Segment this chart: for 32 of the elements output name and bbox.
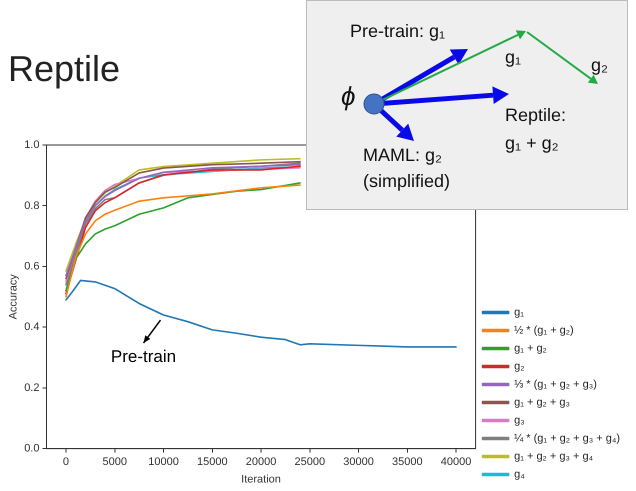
y-axis-title: Accuracy — [8, 274, 20, 320]
y-tick-label: 1.0 — [24, 139, 40, 152]
annotation: (simplified) — [363, 171, 450, 192]
legend-label: g₁ + g₂ — [514, 342, 547, 355]
legend-label: g₁ — [514, 306, 524, 319]
diagram-panel: Pre-train: g₁ g₁ g₂ ϕ Reptile: g₁ + g₂ MAML: g₂ (simplified) — [306, 0, 628, 210]
y-tick-label: 0.6 — [24, 260, 40, 272]
x-tick-label: 10000 — [148, 456, 179, 468]
x-tick-label: 5000 — [102, 456, 127, 468]
x-tick-label: 20000 — [246, 456, 276, 468]
x-tick-label: 25000 — [294, 456, 326, 468]
annotation: Pre-train — [110, 347, 176, 366]
legend-label: ⅓ * (g₁ + g₂ + g₃) — [514, 378, 597, 391]
chart-title: Reptile — [8, 48, 120, 90]
x-tick-label: 15000 — [196, 456, 228, 468]
x-axis-title: Iteration — [241, 473, 281, 486]
legend-label: g₂ — [514, 360, 524, 373]
y-tick-label: 0.4 — [24, 321, 40, 334]
y-tick-label: 0.0 — [24, 442, 40, 455]
x-tick-label: 35000 — [392, 456, 423, 468]
legend-label: g₄ — [514, 468, 526, 481]
legend-label: ½ * (g₁ + g₂) — [514, 324, 574, 337]
x-tick-label: 30000 — [343, 456, 374, 468]
legend-label: g₁ + g₂ + g₃ — [514, 396, 570, 409]
y-tick-label: 0.8 — [24, 200, 40, 212]
legend-label: g₃ — [514, 414, 525, 427]
legend-label: g₁ + g₂ + g₃ + g₄ — [514, 450, 594, 463]
x-tick-label: 40000 — [440, 456, 472, 468]
legend-label: ¼ * (g₁ + g₂ + g₃ + g₄) — [514, 432, 620, 445]
annotation: MAML: g₂ — [363, 145, 442, 166]
x-tick-label: 0 — [62, 456, 70, 468]
y-tick-label: 0.2 — [24, 382, 40, 394]
